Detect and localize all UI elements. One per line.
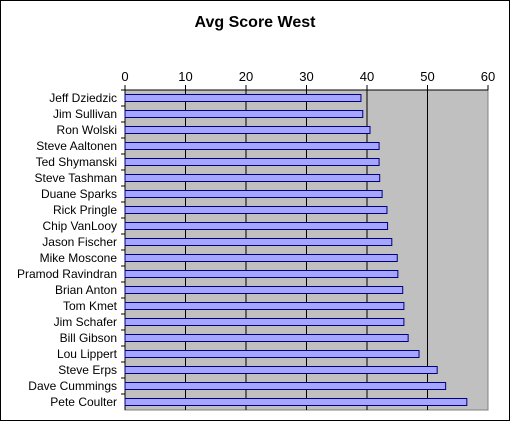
bar — [124, 174, 381, 182]
bar — [124, 238, 393, 246]
bar — [124, 158, 380, 166]
x-tick-label: 0 — [121, 69, 128, 84]
bar — [124, 222, 389, 230]
bar — [124, 334, 409, 342]
category-label: Bill Gibson — [60, 331, 117, 345]
category-label: Jeff Dziedzic — [49, 91, 117, 105]
x-tick-label: 60 — [481, 69, 495, 84]
bar — [124, 286, 404, 294]
category-label: Pramod Ravindran — [17, 267, 117, 281]
category-label: Rick Pringle — [53, 203, 117, 217]
bar — [124, 206, 388, 214]
category-label: Jim Sullivan — [53, 107, 117, 121]
category-label: Ron Wolski — [57, 123, 117, 137]
x-tick-label: 30 — [299, 69, 313, 84]
category-label: Ted Shymanski — [36, 155, 117, 169]
category-label: Duane Sparks — [41, 187, 117, 201]
bar — [124, 366, 438, 374]
bar — [124, 110, 364, 118]
category-label: Jason Fischer — [42, 235, 117, 249]
category-label: Steve Erps — [58, 363, 117, 377]
bar — [124, 318, 405, 326]
category-label: Steve Aaltonen — [36, 139, 117, 153]
category-label: Brian Anton — [55, 283, 117, 297]
x-tick-label: 20 — [239, 69, 253, 84]
bar — [124, 270, 399, 278]
category-label: Jim Schafer — [54, 315, 117, 329]
chart-title: Avg Score West — [194, 14, 316, 31]
bar — [124, 142, 380, 150]
x-tick-label: 50 — [420, 69, 434, 84]
category-label: Chip VanLooy — [43, 219, 118, 233]
bar — [124, 126, 371, 134]
bar — [124, 350, 420, 358]
bar — [124, 398, 468, 406]
bar — [124, 94, 362, 102]
bar — [124, 254, 398, 262]
category-label: Mike Moscone — [40, 251, 118, 265]
category-label: Steve Tashman — [35, 171, 118, 185]
bar — [124, 302, 405, 310]
bar — [124, 382, 447, 390]
x-tick-label: 10 — [178, 69, 192, 84]
category-label: Dave Cummings — [28, 379, 117, 393]
category-label: Tom Kmet — [63, 299, 118, 313]
bar — [124, 190, 383, 198]
category-label: Lou Lippert — [57, 347, 118, 361]
x-tick-label: 40 — [360, 69, 374, 84]
category-label: Pete Coulter — [50, 395, 117, 409]
